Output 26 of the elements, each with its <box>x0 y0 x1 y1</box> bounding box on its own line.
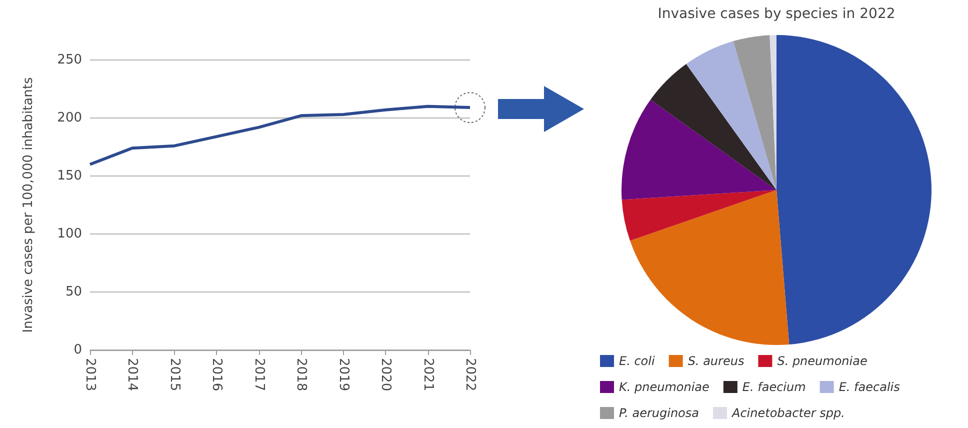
x-tick-label: 2021 <box>420 358 436 392</box>
x-tick-label: 2019 <box>336 358 351 392</box>
x-tick-label: 2017 <box>251 358 266 392</box>
legend-label: K. pneumoniae <box>619 380 710 394</box>
legend-label: P. aeruginosa <box>619 406 699 420</box>
x-tick-label: 2018 <box>294 358 309 392</box>
x-tick-label: 2015 <box>166 358 182 392</box>
y-tick-label: 0 <box>74 342 82 358</box>
legend-label: S. aureus <box>688 354 744 368</box>
y-tick-label: 200 <box>57 110 82 126</box>
y-tick-label: 50 <box>65 284 82 300</box>
x-tick-label: 2014 <box>124 358 140 392</box>
y-tick-label: 250 <box>57 52 82 68</box>
legend-label: E. coli <box>619 354 656 368</box>
x-tick-label: 2020 <box>378 358 394 392</box>
chart-title: Invasive cases by species in 2022 <box>658 6 896 22</box>
legend-label: Acinetobacter spp. <box>730 406 845 420</box>
legend-label: S. pneumoniae <box>777 354 868 368</box>
legend-label: E. faecalis <box>838 380 900 394</box>
y-tick-label: 150 <box>57 168 82 184</box>
x-tick-label: 2022 <box>462 358 478 392</box>
y-tick-label: 100 <box>57 226 82 242</box>
x-tick-label: 2016 <box>209 358 224 392</box>
y-axis-title: Invasive cases per 100,000 inhabitants <box>21 77 36 333</box>
legend-label: E. faecium <box>742 380 806 394</box>
x-tick-label: 2013 <box>82 358 98 392</box>
